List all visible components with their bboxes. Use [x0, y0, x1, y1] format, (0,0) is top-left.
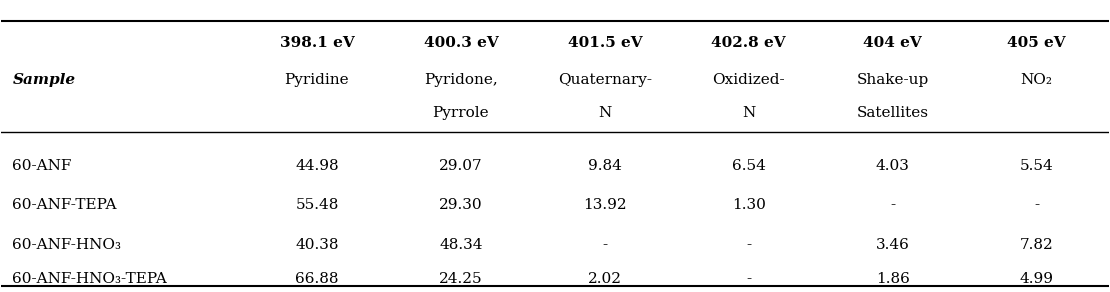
Text: 7.82: 7.82 [1020, 238, 1053, 252]
Text: 6.54: 6.54 [731, 159, 766, 173]
Text: 5.54: 5.54 [1020, 159, 1053, 173]
Text: Satellites: Satellites [857, 106, 929, 120]
Text: 404 eV: 404 eV [864, 36, 922, 51]
Text: -: - [603, 238, 607, 252]
Text: 60-ANF-HNO₃-TEPA: 60-ANF-HNO₃-TEPA [12, 272, 168, 286]
Text: 4.99: 4.99 [1020, 272, 1053, 286]
Text: 3.46: 3.46 [876, 238, 909, 252]
Text: 13.92: 13.92 [583, 198, 627, 212]
Text: 402.8 eV: 402.8 eV [712, 36, 786, 51]
Text: Quaternary-: Quaternary- [558, 74, 652, 88]
Text: N: N [598, 106, 612, 120]
Text: 2.02: 2.02 [588, 272, 622, 286]
Text: 29.07: 29.07 [440, 159, 483, 173]
Text: 400.3 eV: 400.3 eV [424, 36, 498, 51]
Text: 55.48: 55.48 [295, 198, 339, 212]
Text: NO₂: NO₂ [1020, 74, 1052, 88]
Text: 66.88: 66.88 [295, 272, 339, 286]
Text: 9.84: 9.84 [588, 159, 622, 173]
Text: Oxidized-: Oxidized- [713, 74, 785, 88]
Text: -: - [746, 272, 751, 286]
Text: 1.86: 1.86 [876, 272, 909, 286]
Text: -: - [1035, 198, 1039, 212]
Text: 398.1 eV: 398.1 eV [280, 36, 354, 51]
Text: Pyrrole: Pyrrole [433, 106, 490, 120]
Text: -: - [890, 198, 896, 212]
Text: 60-ANF: 60-ANF [12, 159, 72, 173]
Text: Pyridine: Pyridine [284, 74, 350, 88]
Text: 405 eV: 405 eV [1008, 36, 1066, 51]
Text: 401.5 eV: 401.5 eV [567, 36, 643, 51]
Text: Sample: Sample [12, 74, 75, 88]
Text: 24.25: 24.25 [440, 272, 483, 286]
Text: 1.30: 1.30 [731, 198, 766, 212]
Text: 44.98: 44.98 [295, 159, 339, 173]
Text: 60-ANF-HNO₃: 60-ANF-HNO₃ [12, 238, 121, 252]
Text: 29.30: 29.30 [440, 198, 483, 212]
Text: 48.34: 48.34 [440, 238, 483, 252]
Text: Shake-up: Shake-up [857, 74, 929, 88]
Text: 4.03: 4.03 [876, 159, 909, 173]
Text: Pyridone,: Pyridone, [424, 74, 497, 88]
Text: 60-ANF-TEPA: 60-ANF-TEPA [12, 198, 117, 212]
Text: 40.38: 40.38 [295, 238, 339, 252]
Text: N: N [743, 106, 756, 120]
Text: -: - [746, 238, 751, 252]
